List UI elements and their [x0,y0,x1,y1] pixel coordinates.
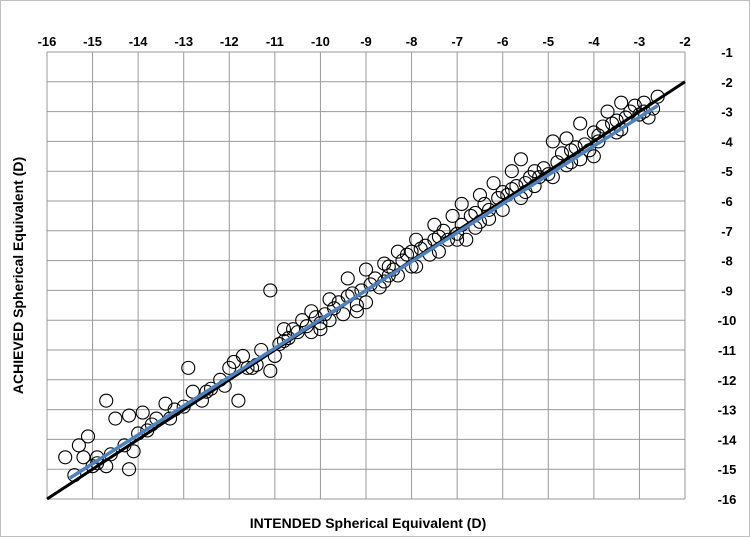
data-point [545,134,560,149]
x-tick-label: -9 [360,34,372,49]
data-point [486,176,501,191]
data-point [399,247,415,262]
x-tick-label: -3 [634,34,646,49]
data-point [454,196,469,212]
y-tick-label: -1 [721,45,733,60]
y-axis-tick-labels: -1 -2 -3 -4 -5 -6 -7 -8 -9 -10 -11 -12 -13 -14 -15 -16 [718,45,738,507]
data-point [158,396,173,411]
data-point [445,208,460,223]
data-point [263,283,278,298]
data-point [126,444,141,459]
data-point [58,450,73,465]
x-axis-tick-labels: -16 -15 -14 -13 -12 -11 -10 -9 -8 -7 -6 -5 -4 -3 -2 [38,34,691,49]
data-point [513,152,528,167]
data-point [340,271,355,286]
y-tick-label: -10 [718,313,737,328]
data-point [614,95,629,110]
x-tick-label: -11 [266,34,284,49]
data-point [235,348,251,364]
data-point [504,164,519,179]
x-tick-label: -6 [497,34,509,49]
x-tick-label: -14 [129,34,149,49]
data-point [349,298,364,313]
x-tick-label: -13 [174,34,193,49]
data-point [600,104,615,119]
data-point [99,393,114,408]
y-tick-label: -14 [718,432,738,447]
gridlines [46,51,686,500]
data-point [427,217,442,232]
data-point [231,393,246,408]
y-tick-label: -2 [721,75,733,90]
x-tick-label: -2 [679,34,691,49]
x-axis-title: INTENDED Spherical Equivalent (D) [250,515,486,531]
data-point [71,438,86,453]
data-point [381,259,396,274]
data-point [358,262,374,277]
data-point [313,322,328,337]
x-tick-label: -4 [588,34,600,49]
y-tick-label: -11 [718,343,736,358]
data-point [121,462,137,477]
y-tick-label: -12 [718,373,737,388]
data-point [586,149,601,164]
data-point [80,429,96,444]
data-point [135,405,150,420]
x-tick-label: -16 [38,34,57,49]
y-tick-label: -13 [718,403,737,418]
y-tick-label: -3 [721,105,733,120]
data-point [390,244,405,259]
data-point [495,185,510,200]
data-point [322,292,337,307]
data-point [554,146,570,161]
y-tick-label: -7 [721,224,733,239]
y-tick-label: -6 [721,194,733,209]
x-tick-label: -5 [543,34,555,49]
data-point [181,360,196,375]
y-tick-label: -8 [721,254,733,269]
data-point [108,411,123,426]
y-tick-label: -15 [718,462,737,477]
data-point [263,363,278,378]
data-point [559,131,574,146]
data-point [472,187,487,203]
y-axis-title: ACHIEVED Spherical Equivalent (D) [10,157,26,394]
regression-line [68,104,659,480]
y-tick-label: -16 [718,492,737,507]
data-point [586,125,601,140]
y-tick-label: -9 [721,283,733,298]
data-points [58,89,665,483]
trend-lines [46,80,686,501]
y-tick-label: -5 [721,164,733,179]
data-point [121,408,137,423]
data-point [76,450,91,465]
data-point [377,256,392,271]
x-tick-label: -12 [220,34,239,49]
data-point [527,164,542,179]
data-point [573,116,588,131]
x-tick-label: -10 [311,34,330,49]
x-tick-label: -8 [406,34,418,49]
y-tick-label: -4 [721,134,733,149]
data-point [358,295,374,310]
data-point [336,307,351,322]
data-point [404,244,419,259]
data-point [276,322,292,337]
data-point [349,304,364,319]
x-tick-label: -15 [83,34,102,49]
x-tick-label: -7 [451,34,463,49]
data-point [436,223,451,238]
